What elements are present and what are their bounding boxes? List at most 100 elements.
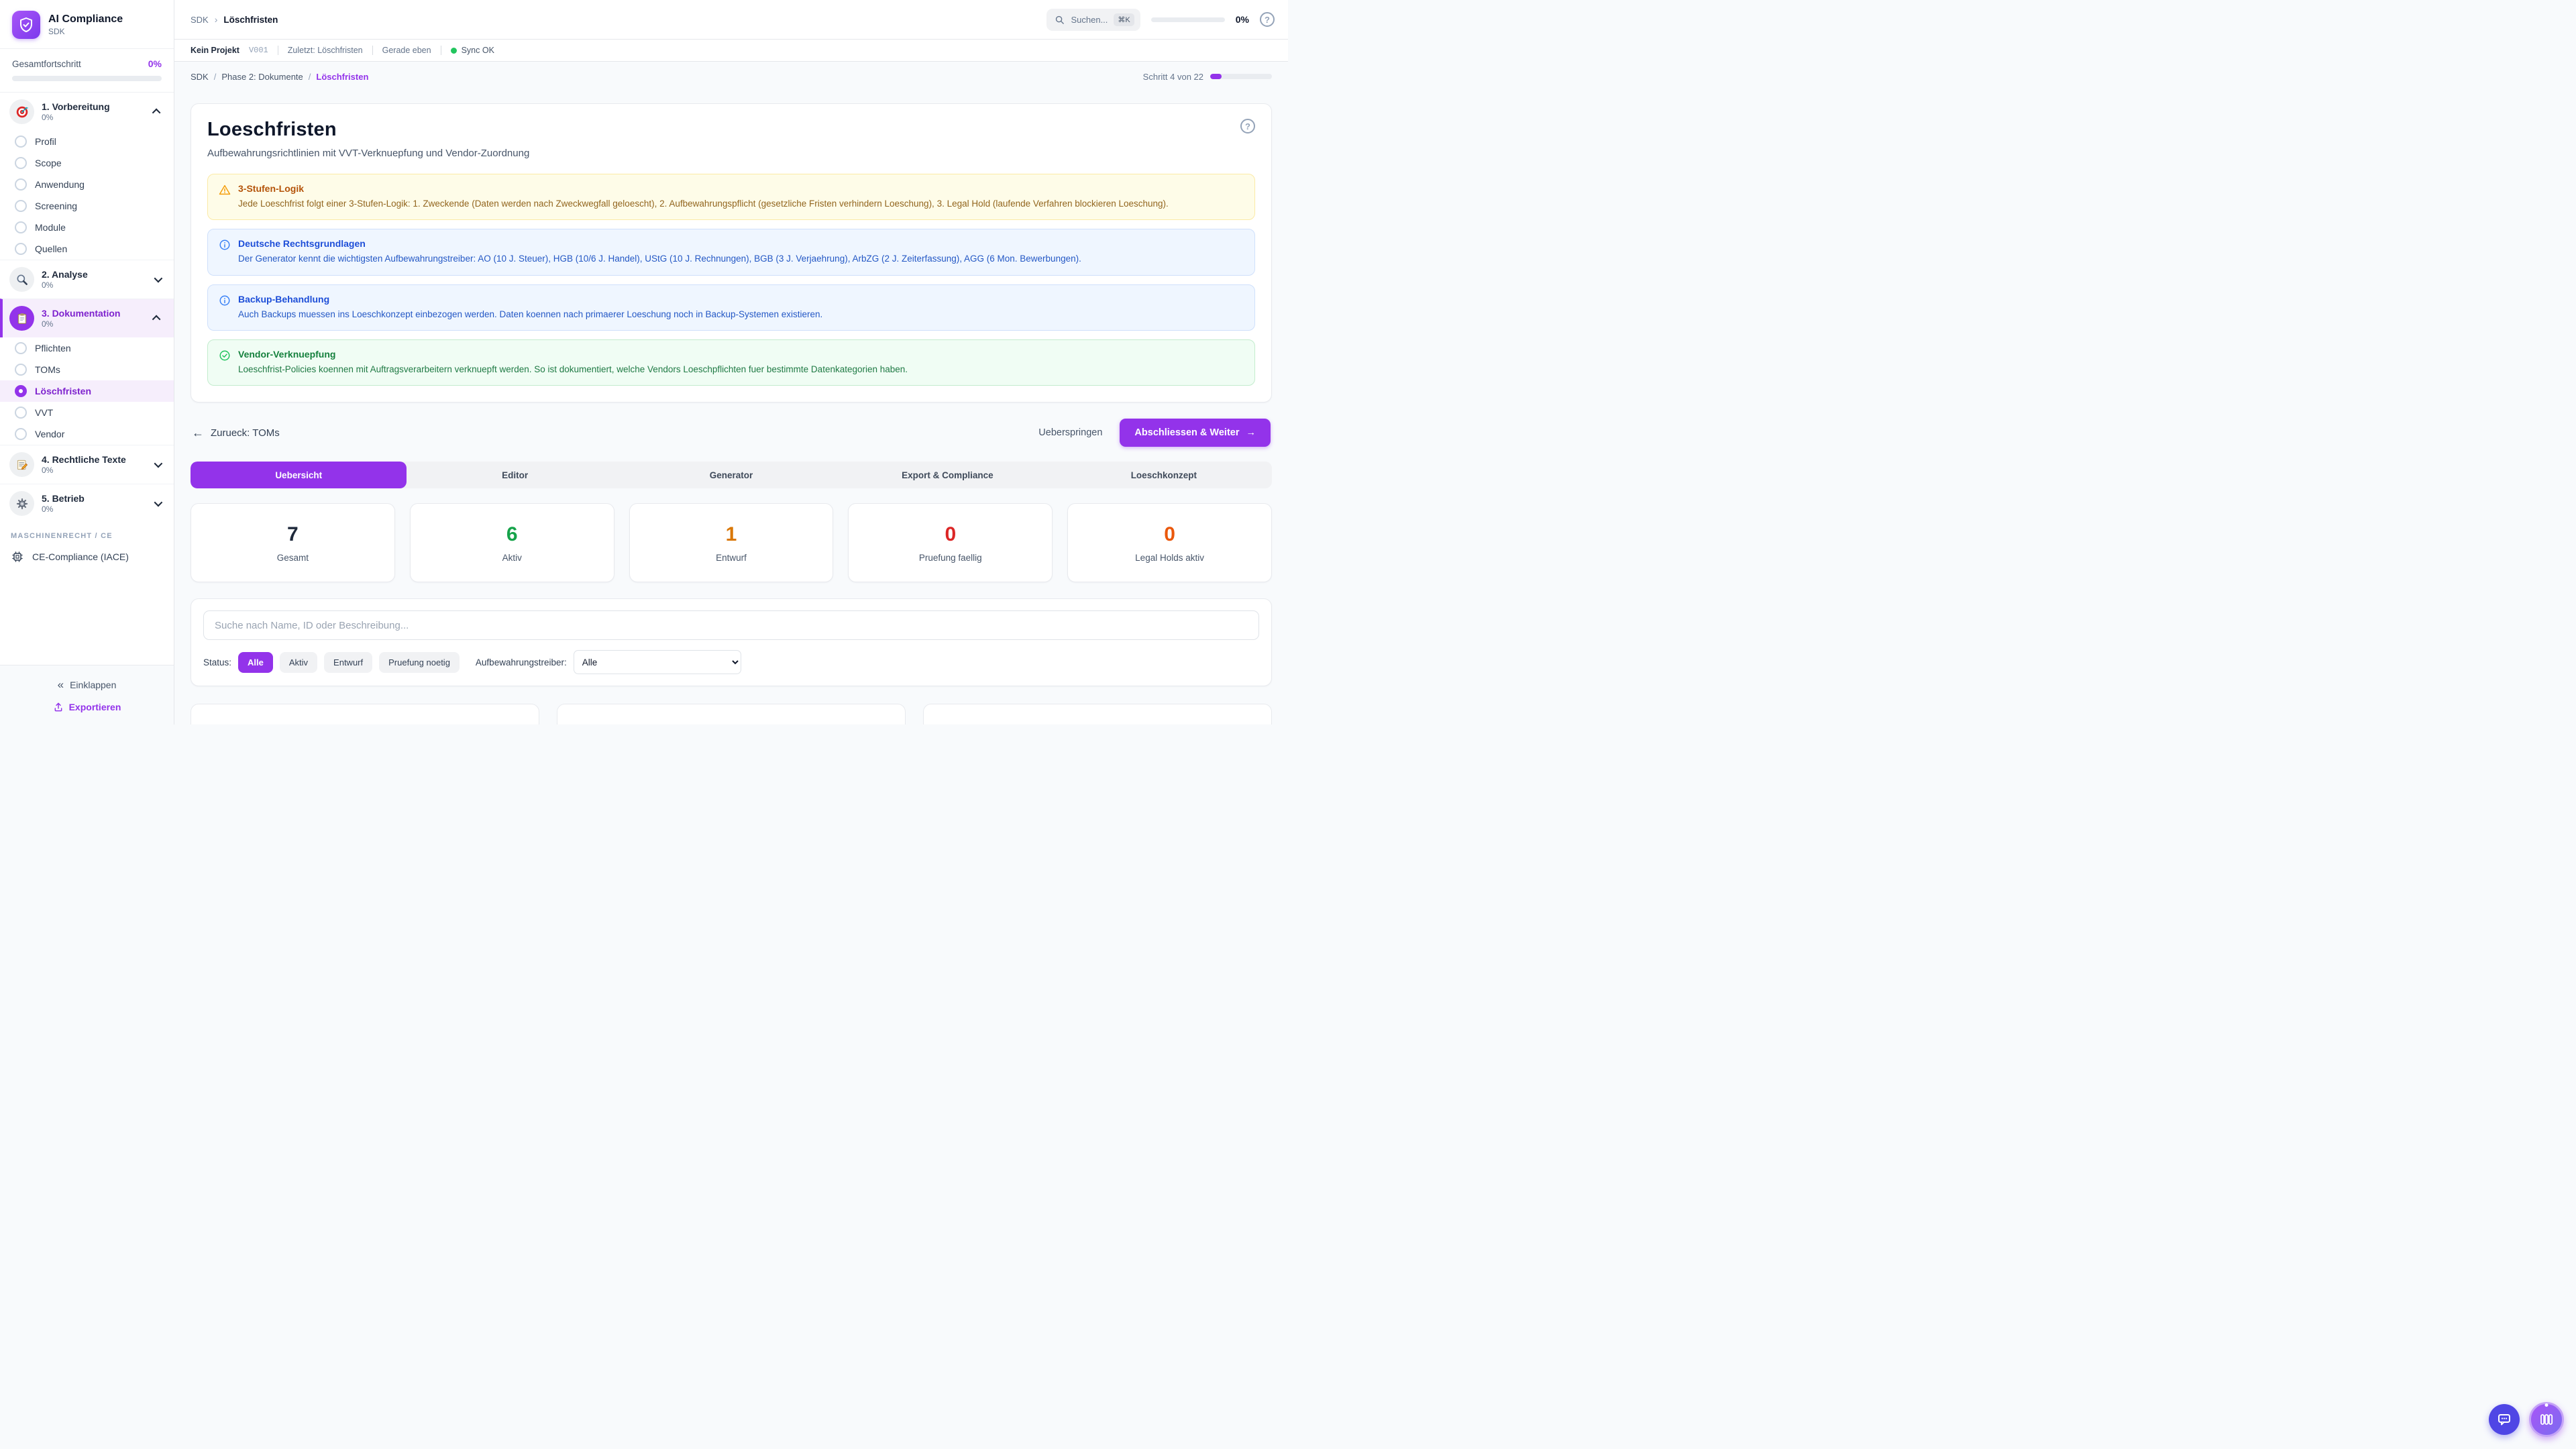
sidebar-item-profil[interactable]: Profil <box>0 131 174 152</box>
breadcrumb-item[interactable]: Phase 2: Dokumente <box>221 71 303 82</box>
clipboard-icon <box>9 306 34 331</box>
shield-check-icon <box>20 17 32 32</box>
main-area: SDK › Löschfristen Suchen... ⌘K 0% ? Kei… <box>174 0 1288 724</box>
global-search-button[interactable]: Suchen... ⌘K <box>1046 8 1140 31</box>
section-title: 4. Rechtliche Texte <box>42 454 126 465</box>
sidebar-section-analyse[interactable]: 2. Analyse 0% <box>0 260 174 299</box>
status-pill-pruefung-noetig[interactable]: Pruefung noetig <box>379 651 460 673</box>
project-label: Kein Projekt <box>191 46 239 55</box>
stat-value: 7 <box>287 523 299 545</box>
tab-editor[interactable]: Editor <box>502 470 529 480</box>
floating-buttons <box>2489 1402 2564 1437</box>
header-progress-bar <box>1150 17 1225 22</box>
stat-label: Legal Holds aktiv <box>1135 552 1204 563</box>
chevron-up-icon <box>152 108 161 117</box>
sidebar-item-module[interactable]: Module <box>0 217 174 238</box>
sidebar-item-anwendung[interactable]: Anwendung <box>0 174 174 195</box>
stat-value: 6 <box>506 523 518 545</box>
chevron-down-icon <box>154 459 163 468</box>
tab-bar: Uebersicht Editor Generator Export & Com… <box>191 462 1272 488</box>
complete-next-button[interactable]: Abschliessen & Weiter → <box>1120 419 1271 447</box>
chevron-down-icon <box>154 498 163 507</box>
driver-select[interactable]: Alle <box>573 650 741 674</box>
back-button[interactable]: ← Zurueck: TOMs <box>192 426 280 440</box>
section-percent: 0% <box>42 280 54 290</box>
tab-generator[interactable]: Generator <box>709 470 753 480</box>
arrow-left-icon: ← <box>192 425 204 439</box>
overall-progress-bar <box>12 76 162 81</box>
step-status-circle <box>15 178 27 191</box>
policy-card-list <box>191 704 1272 724</box>
sidebar-section-dokumentation[interactable]: 3. Dokumentation 0% <box>0 299 174 337</box>
sidebar-item-quellen[interactable]: Quellen <box>0 238 174 260</box>
sync-status: Sync OK <box>450 46 494 55</box>
status-pill-aktiv[interactable]: Aktiv <box>279 651 318 673</box>
sidebar-item-vendor[interactable]: Vendor <box>0 423 174 445</box>
export-label: Exportieren <box>68 702 121 712</box>
sidebar-item-label: Vendor <box>35 429 65 439</box>
app-header: AI Compliance SDK <box>0 0 174 49</box>
gear-icon <box>9 491 34 516</box>
sidebar-item-pflichten[interactable]: Pflichten <box>0 337 174 359</box>
sidebar-section-vorbereitung[interactable]: 1. Vorbereitung 0% <box>0 93 174 131</box>
stat-card-pruefung-faellig: 0 Pruefung faellig <box>848 503 1053 582</box>
status-filter-label: Status: <box>203 657 232 667</box>
breadcrumb-separator: / <box>308 71 311 82</box>
upload-icon <box>54 702 62 712</box>
step-counter: Schritt 4 von 22 <box>1142 71 1203 82</box>
step-status-circle <box>15 157 27 169</box>
top-breadcrumb: SDK › Löschfristen <box>191 14 278 25</box>
sidebar-section-betrieb[interactable]: 5. Betrieb 0% <box>0 484 174 523</box>
stat-card-legal-holds: 0 Legal Holds aktiv <box>1067 503 1272 582</box>
page-help-button[interactable]: ? <box>1240 119 1255 133</box>
tab-uebersicht[interactable]: Uebersicht <box>191 462 407 488</box>
sidebar-item-toms[interactable]: TOMs <box>0 359 174 380</box>
tab-export-compliance[interactable]: Export & Compliance <box>902 470 994 480</box>
policy-card[interactable] <box>923 704 1272 724</box>
tab-loeschkonzept[interactable]: Loeschkonzept <box>1130 470 1197 480</box>
chat-assistant-button[interactable] <box>2489 1404 2520 1435</box>
export-button[interactable]: Exportieren <box>0 696 174 714</box>
info-circle-icon <box>219 295 230 305</box>
sidebar-section-rechtliche-texte[interactable]: 4. Rechtliche Texte 0% <box>0 445 174 484</box>
section-title: 2. Analyse <box>42 269 88 280</box>
breadcrumb-item[interactable]: SDK <box>191 71 209 82</box>
sidebar-item-loeschfristen[interactable]: Löschfristen <box>0 380 174 402</box>
policy-card[interactable] <box>191 704 539 724</box>
sidebar-item-label: Pflichten <box>35 343 71 354</box>
stats-row: 7 Gesamt 6 Aktiv 1 Entwurf 0 Pruefung fa… <box>191 503 1272 582</box>
step-progress-bar <box>1210 74 1272 79</box>
alert-body: Loeschfrist-Policies koennen mit Auftrag… <box>238 364 908 374</box>
sidebar-item-screening[interactable]: Screening <box>0 195 174 217</box>
breadcrumb-current: Löschfristen <box>223 14 278 25</box>
step-status-circle <box>15 200 27 212</box>
step-status-circle <box>15 243 27 255</box>
back-label: Zurueck: TOMs <box>211 427 280 439</box>
app-title: AI Compliance <box>48 13 123 25</box>
policy-search-input[interactable] <box>203 610 1259 640</box>
collapse-sidebar-button[interactable]: « Einklappen <box>0 674 174 696</box>
breadcrumb-root[interactable]: SDK <box>191 14 209 25</box>
status-pill-alle[interactable]: Alle <box>238 651 273 673</box>
notch-dot <box>2544 1403 2548 1407</box>
sidebar-item-label: Scope <box>35 158 62 168</box>
sidebar-item-vvt[interactable]: VVT <box>0 402 174 423</box>
page-title: Loeschfristen <box>207 119 337 140</box>
sidebar-item-scope[interactable]: Scope <box>0 152 174 174</box>
check-circle-icon <box>219 350 230 361</box>
search-icon <box>1056 15 1065 24</box>
stat-card-gesamt: 7 Gesamt <box>191 503 395 582</box>
memo-icon <box>9 452 34 477</box>
policy-card[interactable] <box>557 704 906 724</box>
status-bar: Kein Projekt V001 Zuletzt: Löschfristen … <box>174 40 1288 62</box>
panel-view-button[interactable] <box>2529 1402 2564 1437</box>
overall-progress: Gesamtfortschritt 0% <box>0 49 174 93</box>
help-button[interactable]: ? <box>1260 12 1275 27</box>
chip-icon <box>12 551 23 562</box>
alert-list: 3-Stufen-Logik Jede Loeschfrist folgt ei… <box>207 174 1255 386</box>
overall-progress-value: 0% <box>148 58 162 69</box>
skip-button[interactable]: Ueberspringen <box>1038 427 1103 438</box>
sidebar-item-label: Quellen <box>35 244 68 254</box>
status-pill-entwurf[interactable]: Entwurf <box>324 651 373 673</box>
sidebar-item-ce-compliance[interactable]: CE-Compliance (IACE) <box>0 544 174 572</box>
